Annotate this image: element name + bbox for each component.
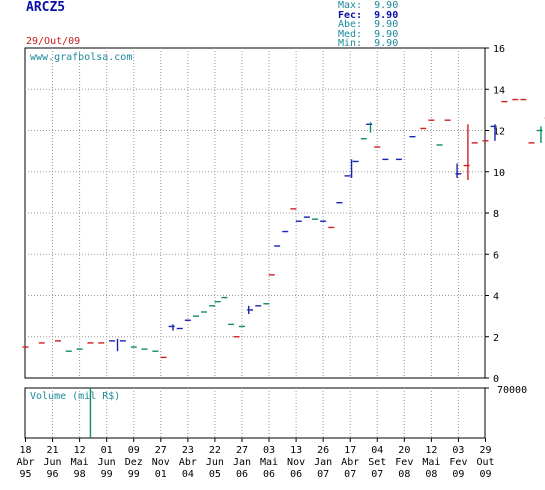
- x-tick-label: Jun: [206, 457, 224, 468]
- price-stats: Max: 9.90 Fec: 9.90 Abe: 9.90 Med: 9.90 …: [338, 1, 398, 49]
- x-tick-label: 98: [74, 469, 86, 480]
- x-tick-label: Fev: [449, 457, 467, 468]
- x-tick-label: 18: [19, 445, 31, 456]
- x-tick-label: 07: [344, 469, 356, 480]
- x-tick-label: Mai: [422, 457, 440, 468]
- x-tick-label: 08: [398, 469, 410, 480]
- x-tick-label: 07: [317, 469, 329, 480]
- x-tick-label: 27: [155, 445, 167, 456]
- x-tick-label: Out: [476, 457, 494, 468]
- x-tick-label: 95: [19, 469, 31, 480]
- x-tick-label: 09: [452, 469, 464, 480]
- x-tick-label: Set: [368, 457, 386, 468]
- x-tick-label: 27: [236, 445, 248, 456]
- x-tick-label: 23: [182, 445, 194, 456]
- y-tick-label: 0: [493, 374, 499, 385]
- x-tick-label: 20: [398, 445, 410, 456]
- x-tick-label: 04: [371, 445, 383, 456]
- x-tick-label: 06: [290, 469, 302, 480]
- y-tick-label: 8: [493, 209, 499, 220]
- x-tick-label: 17: [344, 445, 356, 456]
- stat-med: Med: 9.90: [338, 28, 399, 40]
- x-tick-label: 99: [128, 469, 140, 480]
- x-tick-label: 07: [371, 469, 383, 480]
- x-tick-label: 22: [209, 445, 221, 456]
- x-tick-label: 01: [101, 445, 113, 456]
- x-tick-label: 06: [236, 469, 248, 480]
- x-tick-label: 03: [263, 445, 275, 456]
- x-tick-label: Mai: [260, 457, 278, 468]
- x-tick-label: Nov: [152, 457, 170, 468]
- x-tick-label: 08: [425, 469, 437, 480]
- x-tick-label: 03: [452, 445, 464, 456]
- x-tick-label: Jan: [314, 457, 332, 468]
- x-tick-label: 26: [317, 445, 329, 456]
- x-tick-label: 09: [128, 445, 140, 456]
- x-tick-label: Mai: [71, 457, 89, 468]
- y-tick-label: 12: [493, 127, 505, 138]
- x-tick-label: Fev: [395, 457, 413, 468]
- y-tick-label: 14: [493, 85, 505, 96]
- x-tick-label: Nov: [287, 457, 305, 468]
- watermark: www.grafbolsa.com: [30, 52, 132, 63]
- x-tick-label: 06: [263, 469, 275, 480]
- x-tick-label: Jan: [233, 457, 251, 468]
- x-tick-label: 05: [209, 469, 221, 480]
- x-tick-label: Dez: [125, 457, 143, 468]
- y-tick-label: 4: [493, 292, 499, 303]
- x-tick-label: Jun: [98, 457, 116, 468]
- x-tick-label: 12: [74, 445, 86, 456]
- x-tick-label: 99: [101, 469, 113, 480]
- y-tick-label: 6: [493, 250, 499, 261]
- x-tick-label: Abr: [16, 457, 34, 468]
- stat-abe: Abe: 9.90: [338, 19, 399, 30]
- stat-fec: Fec: 9.90: [338, 9, 399, 21]
- y-tick-label: 16: [493, 44, 505, 55]
- volume-tick-label: 70000: [497, 385, 527, 396]
- x-tick-label: 09: [479, 469, 491, 480]
- ticker-symbol: ARCZ5: [26, 0, 66, 15]
- x-tick-label: Abr: [341, 457, 359, 468]
- volume-axis-label: Volume (mil R$): [30, 391, 120, 402]
- x-tick-label: 04: [182, 469, 194, 480]
- x-tick-label: 13: [290, 445, 302, 456]
- quote-date: 29/Out/09: [26, 36, 81, 47]
- y-tick-label: 10: [493, 168, 505, 179]
- x-tick-label: 12: [425, 445, 437, 456]
- x-tick-label: Jun: [44, 457, 62, 468]
- volume-panel-frame: [24, 387, 486, 439]
- y-tick-label: 2: [493, 333, 499, 344]
- x-tick-label: 21: [47, 445, 59, 456]
- stat-min: Min: 9.90: [338, 38, 399, 49]
- stat-max: Max: 9.90: [338, 0, 399, 11]
- x-tick-label: 29: [479, 445, 491, 456]
- x-tick-label: 01: [155, 469, 167, 480]
- x-tick-label: Abr: [179, 457, 197, 468]
- x-tick-label: 96: [47, 469, 59, 480]
